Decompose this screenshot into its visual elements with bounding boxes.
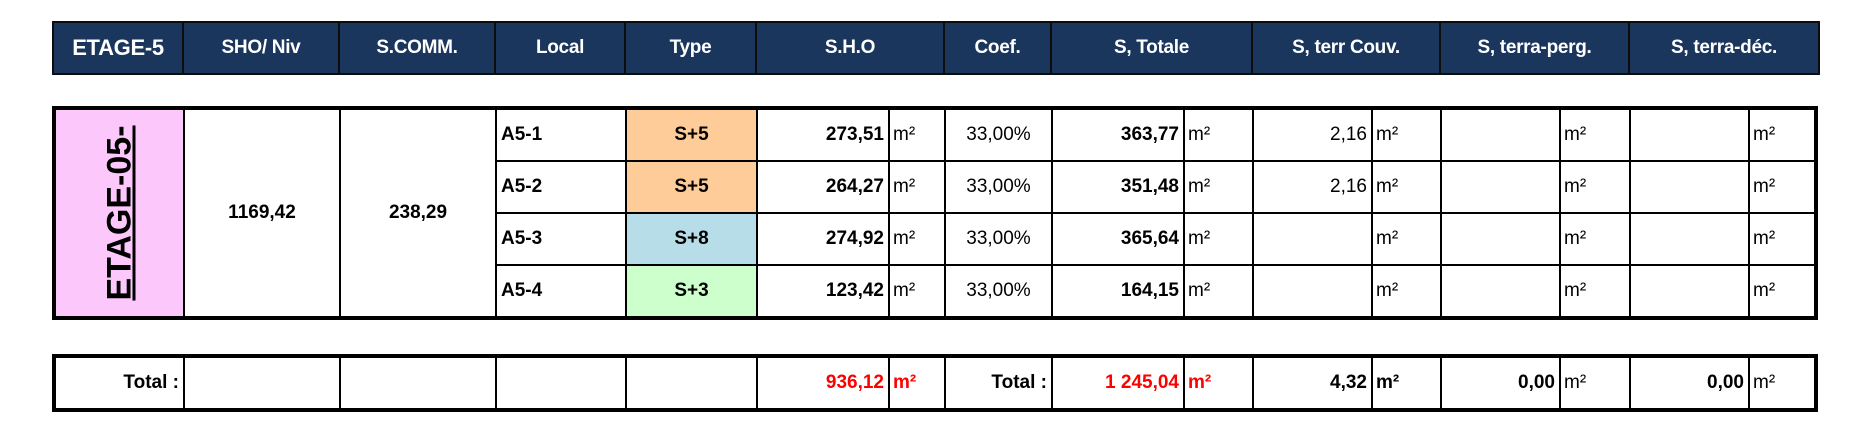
empty-cell [339,355,497,411]
s-totale-cell: 363,77 [1051,107,1185,162]
unit: m² [1371,212,1442,266]
etage-label: ETAGE-05- [100,125,138,301]
empty-cell [495,355,627,411]
coef-cell: 33,00% [944,107,1053,162]
header-terr-couv: S, terr Couv. [1251,21,1441,75]
unit: m² [1559,107,1631,162]
sho-cell: 274,92 [756,212,890,266]
header-s-comm: S.COMM. [338,21,496,75]
terr-couv-cell [1252,264,1373,319]
header-s-totale: S, Totale [1050,21,1253,75]
s-totale-cell: 365,64 [1051,212,1185,266]
header-type: Type [624,21,757,75]
terr-couv-cell [1252,212,1373,266]
type-cell: S+5 [625,160,758,214]
total-sho: 936,12 [756,355,890,411]
unit: m² [1748,107,1817,162]
unit: m² [1748,212,1817,266]
total-terra-dec: 0,00 [1629,355,1750,411]
header-terra-perg: S, terra-perg. [1439,21,1630,75]
coef-cell: 33,00% [944,212,1053,266]
empty-cell [625,355,758,411]
total-terra-perg: 0,00 [1440,355,1561,411]
type-cell: S+8 [625,212,758,266]
local-cell: A5-4 [495,264,627,319]
header-sho-niv: SHO/ Niv [182,21,340,75]
sho-niv-value: 1169,42 [183,107,341,319]
data-table: ETAGE-05- 1169,42 238,29 A5-1 S+5 273,51 m² 33,… [52,106,1818,320]
terra-perg-cell [1440,212,1561,266]
local-cell: A5-2 [495,160,627,214]
unit: m² [1559,160,1631,214]
header-sho: S.H.O [755,21,945,75]
etage-label-cell: ETAGE-05- [53,107,185,319]
local-cell: A5-3 [495,212,627,266]
s-totale-cell: 351,48 [1051,160,1185,214]
unit: m² [1748,160,1817,214]
total-label-2: Total : [944,355,1053,411]
s-comm-value: 238,29 [339,107,497,319]
header-local: Local [494,21,626,75]
coef-cell: 33,00% [944,160,1053,214]
terra-perg-cell [1440,160,1561,214]
terra-dec-cell [1629,160,1750,214]
header-coef: Coef. [943,21,1052,75]
unit: m² [1559,355,1631,411]
table-row: A5-2 S+5 264,27 m² 33,00% 351,48 m² 2,16 m² m² m² [54,160,1817,214]
total-label: Total : [53,355,185,411]
header-row: ETAGE-5 SHO/ Niv S.COMM. Local Type S.H.… [52,21,1820,75]
unit: m² [888,107,946,162]
unit: m² [1371,107,1442,162]
sho-cell: 123,42 [756,264,890,319]
type-cell: S+3 [625,264,758,319]
unit: m² [1183,107,1254,162]
unit: m² [1371,160,1442,214]
unit: m² [1559,264,1631,319]
total-terr-couv: 4,32 [1252,355,1373,411]
unit: m² [1183,355,1254,411]
unit: m² [1183,212,1254,266]
unit: m² [1559,212,1631,266]
unit: m² [1748,355,1817,411]
coef-cell: 33,00% [944,264,1053,319]
local-cell: A5-1 [495,107,627,162]
terra-dec-cell [1629,107,1750,162]
totals-row: Total : 936,12 m² Total : 1 245,04 m² 4,… [53,355,1817,411]
totals-table: Total : 936,12 m² Total : 1 245,04 m² 4,… [52,354,1818,412]
empty-cell [183,355,341,411]
sho-cell: 273,51 [756,107,890,162]
type-cell: S+5 [625,107,758,162]
terra-perg-cell [1440,107,1561,162]
terr-couv-cell: 2,16 [1252,107,1373,162]
sho-cell: 264,27 [756,160,890,214]
unit: m² [1183,264,1254,319]
total-s-totale: 1 245,04 [1051,355,1185,411]
header-etage: ETAGE-5 [52,21,184,75]
unit: m² [888,160,946,214]
s-totale-cell: 164,15 [1051,264,1185,319]
unit: m² [1371,264,1442,319]
table-row: A5-4 S+3 123,42 m² 33,00% 164,15 m² m² m² m² [54,264,1817,319]
table-row: A5-3 S+8 274,92 m² 33,00% 365,64 m² m² m² m² [54,212,1817,266]
terra-perg-cell [1440,264,1561,319]
unit: m² [888,212,946,266]
terr-couv-cell: 2,16 [1252,160,1373,214]
header-terra-dec: S, terra-déc. [1628,21,1820,75]
terra-dec-cell [1629,264,1750,319]
unit: m² [1371,355,1442,411]
unit: m² [888,264,946,319]
unit: m² [1748,264,1817,319]
table-row: ETAGE-05- 1169,42 238,29 A5-1 S+5 273,51 m² 33,… [53,107,1817,319]
unit: m² [888,355,946,411]
unit: m² [1183,160,1254,214]
terra-dec-cell [1629,212,1750,266]
